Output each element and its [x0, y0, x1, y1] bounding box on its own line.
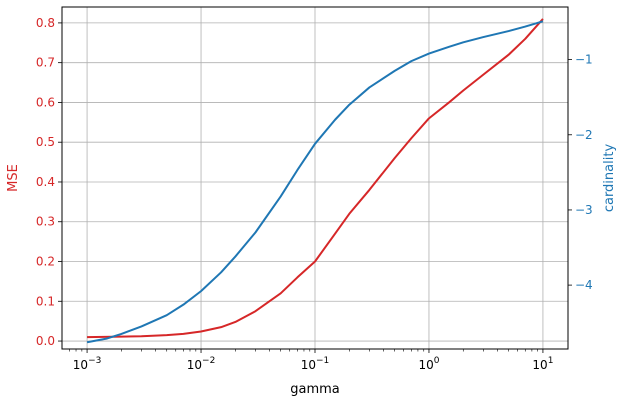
x-tick-label: 101: [532, 356, 553, 372]
y-left-tick-label: 0.6: [36, 95, 55, 109]
x-tick-label: 10−2: [187, 356, 216, 372]
y-axis-right: −1 −2 −3 −4: [568, 53, 593, 292]
y-left-tick-label: 0.8: [36, 16, 55, 30]
x-axis-label: gamma: [290, 382, 340, 397]
y-right-tick-label: −1: [575, 53, 593, 67]
y-left-tick-label: 0.7: [36, 56, 55, 70]
y-axis-left-label: MSE: [6, 164, 21, 192]
y-left-tick-label: 0.2: [36, 255, 55, 269]
y-left-tick-label: 0.0: [36, 334, 55, 348]
y-axis-right-label: cardinality: [602, 144, 617, 213]
y-left-tick-label: 0.5: [36, 135, 55, 149]
y-right-tick-label: −2: [575, 128, 593, 142]
y-left-tick-label: 0.1: [36, 294, 55, 308]
x-tick-label: 100: [418, 356, 439, 372]
x-tick-label: 10−3: [73, 356, 102, 372]
x-axis: 10−3 10−2 10−1 100 101: [69, 349, 553, 372]
series-layer: [86, 18, 544, 344]
y-right-tick-label: −3: [575, 203, 593, 217]
grid: [62, 7, 568, 349]
y-axis-left: 0.0 0.1 0.2 0.3 0.4 0.5 0.6 0.7 0.8: [36, 16, 62, 348]
y-left-tick-label: 0.3: [36, 215, 55, 229]
x-tick-label: 10−1: [301, 356, 330, 372]
cardinality-series-line: [86, 20, 544, 344]
mse-series-line: [87, 18, 544, 339]
y-right-tick-label: −4: [575, 278, 593, 292]
y-left-tick-label: 0.4: [36, 175, 55, 189]
